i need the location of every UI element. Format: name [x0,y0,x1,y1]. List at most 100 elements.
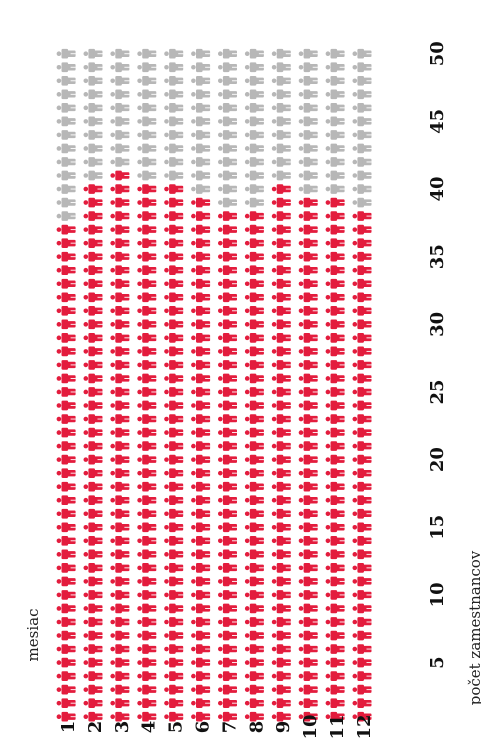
person-icon [218,495,238,506]
person-icon [244,346,265,357]
person-icon [244,468,265,478]
person-icon [244,576,265,587]
person-icon [137,427,157,438]
person-icon [191,495,211,506]
person-icon [325,278,345,289]
person-icon [298,346,318,357]
person-icon [352,62,372,73]
person-icon [244,590,265,600]
person-icon [191,170,211,181]
person-icon [218,508,238,519]
person-icon [244,441,265,451]
person-icon [164,522,184,533]
person-icon [352,319,372,330]
person-icon [83,684,103,695]
tick-label: 15 [427,515,448,540]
person-icon [271,62,291,73]
person-icon [298,211,318,221]
month-label: 9 [273,721,294,734]
person-icon [218,684,238,695]
person-icon [298,441,318,451]
person-icon [271,414,291,424]
person-icon [325,360,345,370]
person-icon [164,468,184,478]
person-icon [218,441,238,451]
person-icon [164,576,184,587]
person-icon [244,103,265,113]
person-icon [83,292,103,303]
person-icon [244,698,265,708]
person-icon [164,495,184,506]
person-icon [164,251,184,262]
person-icon [325,590,345,600]
person-icon [56,454,76,465]
tick-label: 45 [427,109,448,134]
person-icon [271,251,291,262]
person-icon [137,143,157,154]
person-icon [56,563,76,573]
person-icon [191,400,211,411]
month-label: 3 [112,721,133,734]
person-icon [244,522,265,533]
person-icon [244,617,265,627]
person-icon [56,576,76,587]
person-icon [137,373,157,384]
person-icon [271,454,291,465]
person-icon [325,454,345,465]
person-icon [164,48,184,59]
person-icon [110,116,130,127]
person-icon [164,563,184,573]
person-icon [137,333,157,343]
person-icon [271,157,291,167]
person-icon [110,224,130,235]
person-icon [137,251,157,262]
person-icon [164,414,184,424]
person-icon [271,387,291,397]
person-icon [110,414,130,424]
person-icon [191,62,211,73]
person-icon [56,711,76,722]
person-icon [271,373,291,384]
person-icon [325,75,345,86]
tick-label: 25 [427,379,448,404]
person-icon [218,130,238,140]
person-icon [56,224,76,235]
person-icon [110,481,130,492]
person-icon [191,360,211,370]
month-label: 4 [139,721,160,734]
person-icon [298,617,318,627]
person-icon [83,603,103,614]
person-icon [325,130,345,140]
person-icon [110,549,130,560]
person-icon [218,360,238,370]
person-icon [218,62,238,73]
person-icon [137,157,157,167]
person-icon [56,265,76,276]
person-icon [352,346,372,357]
person-icon [218,211,238,221]
person-icon [164,346,184,357]
person-icon [352,143,372,154]
person-icon [298,481,318,492]
person-icon [271,211,291,221]
person-icon [191,684,211,695]
person-icon [244,671,265,681]
person-icon [218,576,238,587]
person-icon [164,278,184,289]
person-icon [325,441,345,451]
person-icon [271,143,291,154]
person-icon [191,75,211,86]
person-icon [191,630,211,641]
person-icon [218,711,238,722]
person-icon [83,130,103,140]
person-icon [352,468,372,478]
person-icon [325,211,345,221]
person-icon [83,387,103,397]
person-icon [164,630,184,641]
person-icon [83,468,103,478]
person-icon [191,657,211,668]
person-icon [110,292,130,303]
person-icon [56,238,76,248]
person-icon [164,211,184,221]
